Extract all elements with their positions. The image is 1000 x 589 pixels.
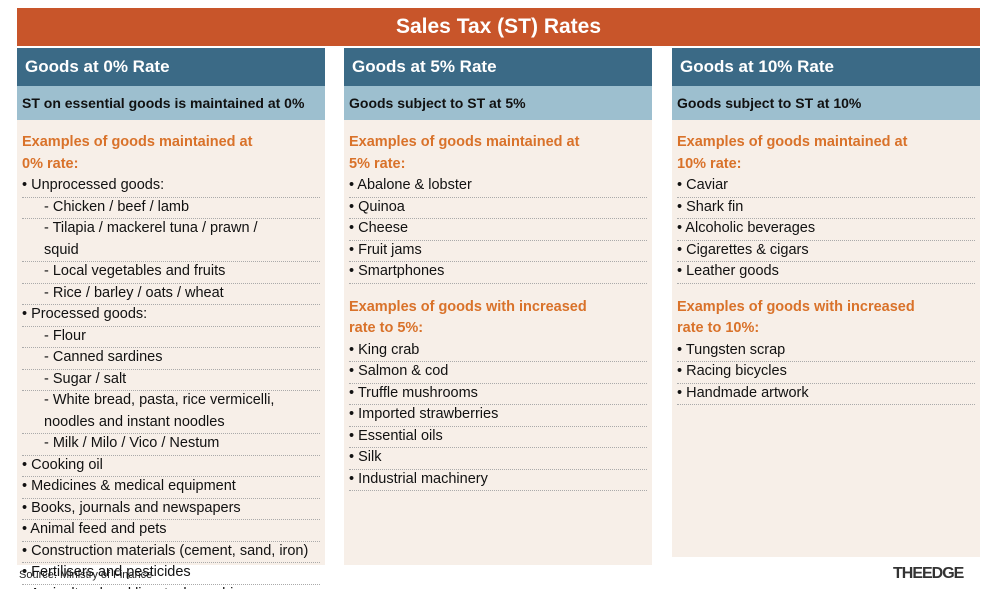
section-heading: Examples of goods with increased rate to… [349,298,587,337]
section: Examples of goods maintained at 10% rate… [677,132,975,284]
list-item: • Processed goods: [22,304,320,327]
list-item: • Books, journals and newspapers [22,498,320,520]
section-heading: Examples of goods maintained at 10% rate… [677,134,908,172]
list-item: - Chicken / beef / lamb [22,197,320,219]
list-item: • King crab [349,340,647,362]
list-item: • Unprocessed goods: [22,175,320,198]
list-item: • Silk [349,447,647,470]
list-item: • Racing bicycles [677,361,975,384]
column: Goods at 0% Rate ST on essential goods is… [17,48,325,589]
list-item: • Fruit jams [349,240,647,262]
section: Examples of goods with increased rate to… [677,297,975,405]
list-item: • Tungsten scrap [677,340,975,362]
section: Examples of goods maintained at 5% rate:… [349,132,647,284]
list-item: • Abalone & lobster [349,175,647,198]
column-header: Goods at 5% Rate [344,48,652,86]
list-item: • Construction materials (cement, sand, … [22,541,320,563]
list-item: - Tilapia / mackerel tuna / prawn / squi… [22,218,320,262]
list-item: • Caviar [677,175,975,198]
list-item: • Salmon & cod [349,361,647,384]
list-item: - Sugar / salt [22,369,320,391]
list-item: • Essential oils [349,426,647,448]
column-body: Examples of goods maintained at 10% rate… [672,120,980,557]
column-subheader: ST on essential goods is maintained at 0… [17,86,325,120]
list-item: • Medicines & medical equipment [22,476,320,499]
list-item: • Cigarettes & cigars [677,240,975,262]
column-subheader: Goods subject to ST at 10% [672,86,980,120]
list-item: - Flour [22,326,320,348]
section: Examples of goods maintained at 0% rate:… [22,132,320,589]
list-item: • Alcoholic beverages [677,218,975,241]
list-item: • Truffle mushrooms [349,383,647,405]
logo: THEEDGE [893,565,964,582]
list-item: - Canned sardines [22,347,320,370]
column-header: Goods at 0% Rate [17,48,325,86]
list-item: • Cheese [349,218,647,241]
column: Goods at 10% Rate Goods subject to ST at … [672,48,980,557]
list-item: • Handmade artwork [677,383,975,405]
section: Examples of goods with increased rate to… [349,297,647,491]
column: Goods at 5% Rate Goods subject to ST at 5… [344,48,652,565]
list-item: • Shark fin [677,197,975,219]
section-heading: Examples of goods maintained at 0% rate: [22,134,253,172]
column-header: Goods at 10% Rate [672,48,980,86]
list-item: - White bread, pasta, rice vermicelli, n… [22,390,320,434]
list-item: • Smartphones [349,261,647,284]
list-item: • Imported strawberries [349,404,647,427]
section-heading: Examples of goods with increased rate to… [677,298,915,337]
list-item: • Fertilisers and pesticides [22,562,320,585]
list-item: - Rice / barley / oats / wheat [22,283,320,305]
list-item: • Animal feed and pets [22,519,320,542]
list-item: • Leather goods [677,261,975,284]
list-item: • Quinoa [349,197,647,219]
column-body: Examples of goods maintained at 0% rate:… [17,120,325,589]
list-item: • Industrial machinery [349,469,647,491]
list-item: - Local vegetables and fruits [22,261,320,284]
list-item: • Cooking oil [22,455,320,477]
list-item: - Milk / Milo / Vico / Nestum [22,433,320,456]
section-heading: Examples of goods maintained at 5% rate: [349,134,580,172]
column-body: Examples of goods maintained at 5% rate:… [344,120,652,565]
list-item: • Agricultural and livestock machinery [22,584,320,589]
source: Source: Ministry of Finance [19,569,153,581]
column-subheader: Goods subject to ST at 5% [344,86,652,120]
title: Sales Tax (ST) Rates [17,8,980,46]
